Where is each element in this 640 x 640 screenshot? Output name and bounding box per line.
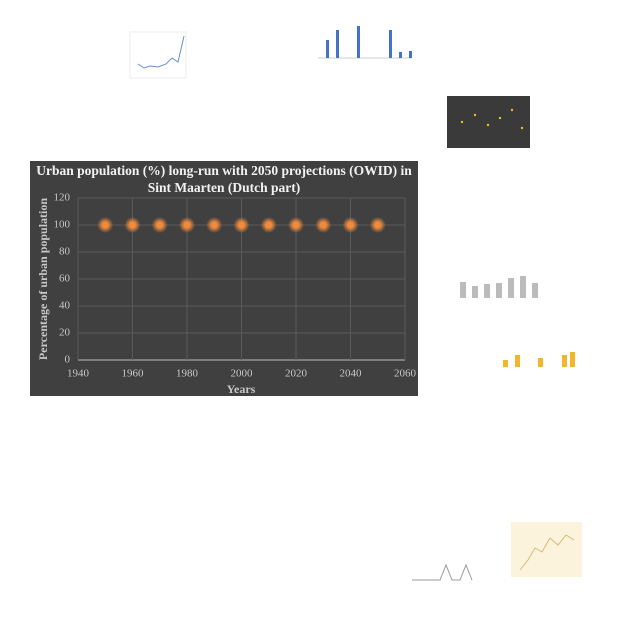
x-tick-label: 1940	[67, 368, 90, 380]
y-tick-label: 0	[65, 354, 71, 366]
thumbnail-yellow-bars	[492, 335, 582, 395]
point	[265, 222, 272, 228]
point	[238, 222, 245, 228]
chart-title: Urban population (%) long-run with 2050 …	[36, 163, 412, 178]
point	[156, 222, 163, 228]
chart-title: Sint Maarten (Dutch part)	[148, 180, 301, 195]
x-axis-title: Years	[227, 382, 256, 396]
point	[347, 222, 354, 228]
point	[211, 222, 218, 228]
point	[129, 222, 136, 228]
point	[374, 222, 381, 228]
x-tick-label: 2060	[394, 368, 417, 380]
point	[293, 222, 299, 228]
point	[184, 222, 190, 228]
thumbnail-bar	[285, 10, 415, 90]
thumbnail-line	[129, 31, 187, 79]
y-tick-label: 40	[59, 300, 71, 312]
x-tick-label: 2000	[231, 368, 254, 380]
y-tick-label: 80	[59, 246, 71, 258]
thumbnail-beige	[511, 522, 582, 577]
y-tick-label: 120	[54, 192, 71, 204]
x-tick-label: 1980	[176, 368, 199, 380]
main-chart: Urban population (%) long-run with 2050 …	[30, 161, 418, 396]
thumbnail-gray-bars	[447, 262, 540, 312]
point	[320, 222, 327, 228]
thumbnail-scatter	[447, 96, 530, 148]
y-tick-label: 60	[59, 273, 71, 285]
x-tick-label: 1960	[122, 368, 145, 380]
y-tick-label: 100	[54, 219, 71, 231]
x-tick-label: 2020	[285, 368, 308, 380]
x-tick-label: 2040	[340, 368, 363, 380]
y-axis-title: Percentage of urban population	[36, 198, 50, 360]
thumbnail-gray-line	[398, 550, 475, 600]
point	[102, 222, 109, 228]
y-tick-label: 20	[59, 327, 71, 339]
